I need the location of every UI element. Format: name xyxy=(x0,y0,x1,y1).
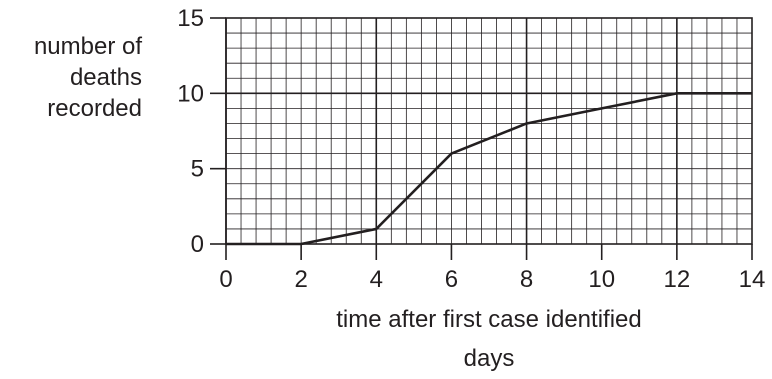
minor-grid xyxy=(225,17,753,245)
x-tick-label: 2 xyxy=(294,266,307,293)
y-tick-label: 0 xyxy=(191,231,204,258)
x-axis-unit-label: days xyxy=(463,345,515,372)
x-tick-label: 6 xyxy=(445,266,458,293)
y-tick-label: 15 xyxy=(177,5,204,32)
x-axis-label: time after first case identified xyxy=(336,306,642,333)
plot-frame xyxy=(225,17,753,245)
tick-labels: 0 5 10 15 0 2 4 6 8 10 12 14 xyxy=(177,5,765,293)
y-tick-label: 10 xyxy=(177,80,204,107)
major-grid xyxy=(225,18,752,244)
x-tick-label: 14 xyxy=(739,266,766,293)
x-tick-label: 0 xyxy=(219,266,232,293)
y-axis-label-line-2: deaths xyxy=(69,64,142,91)
y-axis-label-line-3: recorded xyxy=(47,95,142,122)
x-tick-label: 10 xyxy=(588,266,615,293)
x-tick-label: 8 xyxy=(520,266,533,293)
x-tick-label: 12 xyxy=(664,266,691,293)
x-tick-label: 4 xyxy=(370,266,383,293)
series-lines xyxy=(226,92,752,246)
axes xyxy=(210,17,753,260)
y-axis-label-line-1: number of xyxy=(33,33,142,60)
y-tick-label: 5 xyxy=(191,156,204,183)
series-line xyxy=(226,92,752,246)
